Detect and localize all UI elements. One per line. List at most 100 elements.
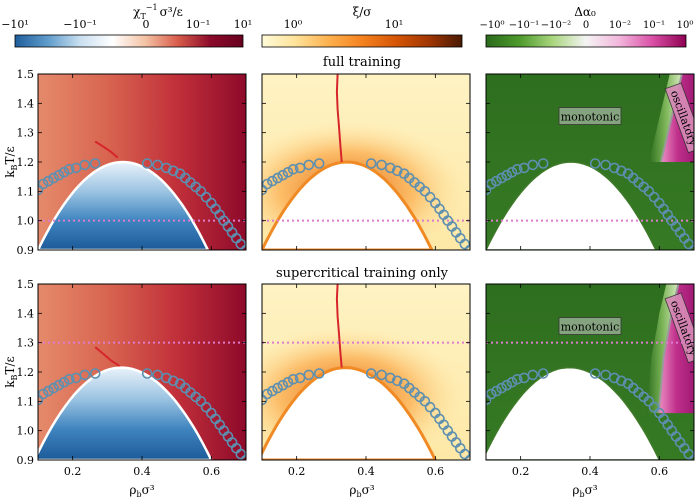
binodal-marker (643, 186, 655, 197)
monotonic-label: monotonic (561, 111, 620, 124)
chi-unstable-region (38, 160, 210, 250)
binodal-marker (391, 165, 403, 177)
xi-coexistence-region (262, 366, 437, 460)
dalpha-coexistence-region (486, 161, 657, 250)
binodal-marker (589, 368, 601, 379)
x-tick-label: 0.2 (512, 465, 530, 478)
binodal-marker (141, 368, 153, 379)
colorbar-dalpha-tick-5: 10⁻¹ (643, 20, 665, 31)
binodal-marker (262, 388, 273, 400)
binodal-marker (608, 372, 620, 384)
panel-chi-row-0: 0.9 1.0 1.1 1.2 1.3 1.4 1.5 (17, 68, 247, 257)
binodal-marker (683, 448, 694, 460)
binodal-marker (195, 186, 207, 197)
binodal-marker (589, 158, 601, 169)
x-tick-label: 0.4 (133, 465, 151, 478)
x-tick-label: 0.6 (203, 465, 221, 478)
panel-body-xi-0 (262, 74, 470, 250)
monotonic-annotation: monotonic (558, 317, 622, 335)
binodal-marker (486, 388, 497, 400)
binodal-marker (683, 238, 694, 250)
binodal-marker (419, 395, 431, 407)
y-tick-label: 1.2 (17, 156, 35, 169)
colorbar-xi-label: ξ/σ (353, 5, 372, 19)
binodal-marker (267, 385, 278, 397)
y-tick-label: 1.1 (17, 395, 35, 408)
colorbar-dalpha-gradient (485, 34, 687, 48)
colorbar-dalpha: Δα₀ −10⁰ −10⁻¹ −10⁻² 0 10⁻² 10⁻¹ 10⁰ (479, 5, 694, 48)
y-tick-label: 1.5 (17, 278, 35, 291)
monotonic-box (558, 107, 622, 125)
binodal-marker (501, 169, 513, 181)
binodal-marker (459, 448, 470, 460)
colorbar-xi-tick-1: 10¹ (385, 18, 403, 31)
binodal-marker (648, 401, 660, 413)
colorbar-dalpha-tick-6: 10⁰ (677, 20, 694, 31)
binodal-marker (43, 175, 54, 187)
binodal-marker (48, 172, 59, 184)
binodal-marker (303, 369, 315, 381)
binodal-marker (459, 238, 470, 250)
oscillatory-box (664, 292, 694, 364)
panel-dalpha-row-1: monotonic oscillatory 0.2 0.4 0.6 (485, 283, 695, 478)
binodal-marker (89, 368, 101, 379)
xlabel-col-0: ρbσ³ (129, 483, 154, 499)
chi-unstable-region (38, 366, 213, 460)
panel-body-chi-1 (38, 284, 246, 460)
binodal-marker (506, 167, 518, 178)
panels: 0.9 1.0 1.1 1.2 1.3 1.4 1.5 monotonic oscillator… (17, 68, 695, 478)
colorbar-chi-tick-4: 10¹ (234, 18, 252, 31)
binodal-marker (38, 394, 44, 406)
xlabel-col-2: ρbσ³ (572, 483, 597, 499)
binodal-marker (79, 369, 91, 381)
binodal-marker (38, 184, 44, 196)
binodal-marker (424, 401, 436, 413)
y-tick-label: 1.0 (17, 425, 35, 438)
binodal-marker (141, 158, 153, 169)
binodal-marker (491, 385, 502, 397)
chi-critical-segment (94, 346, 121, 367)
binodal-marker (262, 178, 273, 190)
binodal-marker (486, 184, 492, 196)
binodal-marker (79, 159, 91, 171)
colorbar-dalpha-tick-0: −10⁰ (479, 20, 504, 31)
row-title-supercritical: supercritical training only (276, 266, 449, 281)
binodal-marker (313, 158, 325, 169)
binodal-marker (195, 395, 207, 407)
binodal-marker (496, 382, 507, 394)
binodal-marker (282, 376, 294, 388)
colorbar-chi: χT−1 σ³/ε −10¹ −10⁻¹ 0 10⁻¹ 10¹ (1, 3, 252, 48)
binodal-marker (235, 448, 246, 460)
binodal-marker (615, 375, 627, 387)
colorbar-xi-gradient (261, 34, 463, 48)
oscillatory-box (664, 82, 694, 154)
xi-widom-line (335, 74, 343, 163)
binodal-marker (167, 375, 179, 387)
colorbar-chi-label: χT−1 σ³/ε (133, 3, 183, 21)
colorbar-chi-tick-2: 0 (143, 18, 150, 31)
y-tick-label: 1.3 (17, 127, 35, 140)
colorbar-xi-tick-0: 10⁰ (284, 18, 303, 31)
ylabel-bottom: kBT/ε (3, 356, 19, 387)
binodal-marker (277, 169, 289, 181)
binodal-marker (501, 379, 513, 391)
xi-coexistence-region (262, 160, 434, 250)
panel-chi-row-1: 0.2 0.4 0.6 0.9 1.0 1.1 1.2 1.3 1.4 1.5 (17, 278, 247, 478)
binodal-marker (643, 395, 655, 407)
binodal-marker (384, 372, 396, 384)
binodal-marker (38, 388, 49, 400)
binodal-marker (235, 238, 246, 250)
binodal-marker (282, 167, 294, 178)
x-tick-label: 0.4 (581, 465, 599, 478)
colorbar-dalpha-tick-2: −10⁻² (541, 20, 571, 31)
monotonic-annotation: monotonic (558, 107, 622, 125)
y-tick-label: 1.0 (17, 215, 35, 228)
binodal-marker (424, 191, 436, 203)
binodal-marker (262, 394, 268, 406)
x-tick-label: 0.6 (651, 465, 669, 478)
binodal-marker (287, 373, 299, 385)
binodal-marker (58, 167, 70, 178)
binodal-marker (608, 162, 620, 174)
panel-body-dalpha-0: monotonic oscillatory (486, 74, 694, 250)
